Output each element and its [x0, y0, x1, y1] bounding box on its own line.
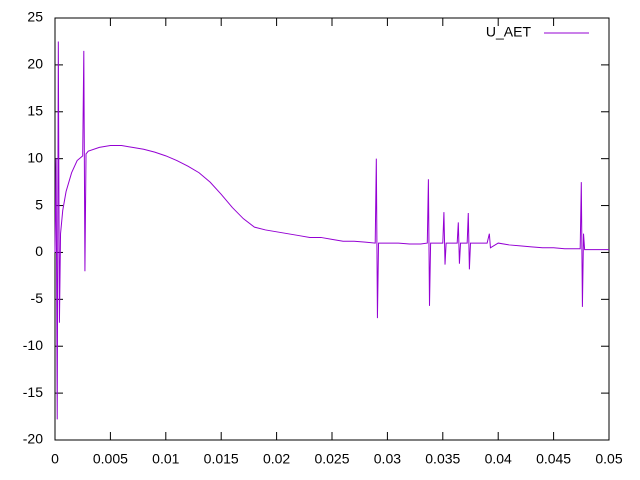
y-tick-label: 15: [27, 102, 43, 118]
y-tick-label: 25: [27, 9, 43, 25]
x-tick-label: 0.025: [314, 451, 349, 467]
x-tick-label: 0.05: [595, 451, 622, 467]
data-line: [54, 41, 609, 420]
legend-label: U_AET: [486, 24, 532, 40]
plot-border: [54, 17, 610, 441]
x-tick-label: 0.01: [152, 451, 179, 467]
y-tick-label: 10: [27, 149, 43, 165]
y-tick-label: -20: [23, 431, 43, 447]
x-tick-label: 0.015: [204, 451, 239, 467]
y-tick-label: -15: [23, 384, 43, 400]
y-tick-label: 5: [35, 196, 43, 212]
x-tick-label: 0.005: [93, 451, 128, 467]
x-tick-label: 0.04: [485, 451, 512, 467]
y-tick-label: 20: [27, 56, 43, 72]
x-tick-label: 0.03: [374, 451, 401, 467]
x-tick-label: 0.045: [536, 451, 571, 467]
y-tick-label: -5: [31, 290, 44, 306]
y-tick-label: -10: [23, 337, 43, 353]
x-tick-label: 0: [51, 451, 59, 467]
y-tick-label: 0: [35, 243, 43, 259]
x-tick-label: 0.02: [263, 451, 290, 467]
x-tick-label: 0.035: [425, 451, 460, 467]
